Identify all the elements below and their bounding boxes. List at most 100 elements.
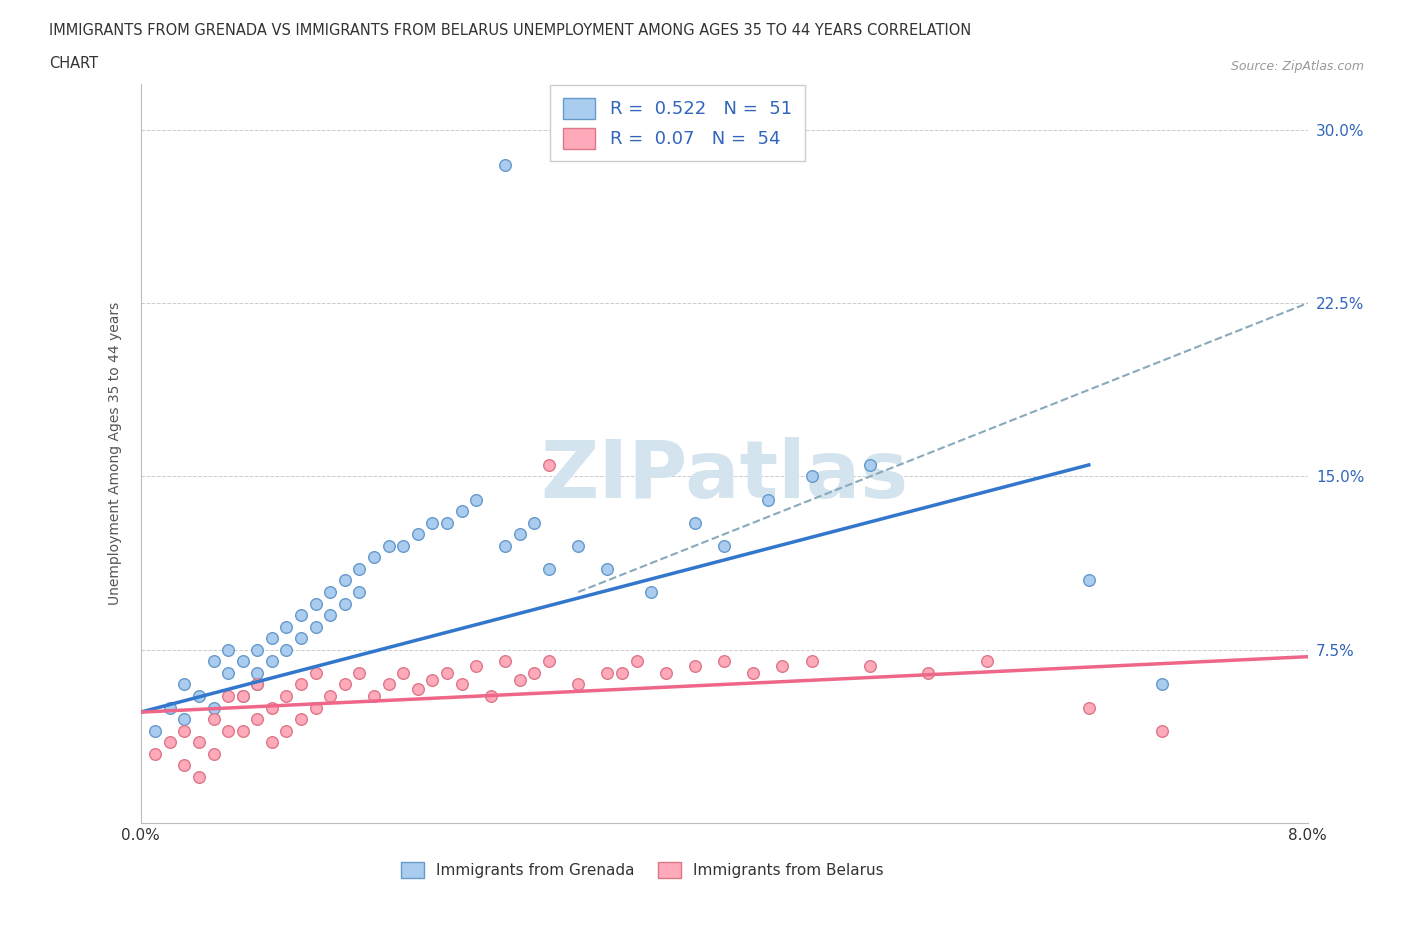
Point <box>917 666 939 681</box>
Point <box>188 769 211 784</box>
Point <box>465 492 488 507</box>
Point <box>640 585 662 600</box>
Point <box>713 654 735 669</box>
Point <box>202 746 225 761</box>
Point <box>349 666 371 681</box>
Point <box>159 700 181 715</box>
Point <box>333 596 356 611</box>
Point <box>538 654 561 669</box>
Point <box>246 677 269 692</box>
Point <box>392 666 415 681</box>
Point <box>276 724 298 738</box>
Point <box>246 677 269 692</box>
Point <box>217 688 239 703</box>
Point <box>976 654 998 669</box>
Y-axis label: Unemployment Among Ages 35 to 44 years: Unemployment Among Ages 35 to 44 years <box>108 301 122 605</box>
Point <box>377 538 399 553</box>
Point <box>494 538 516 553</box>
Text: ZIPatlas: ZIPatlas <box>540 436 908 514</box>
Point <box>260 654 283 669</box>
Point <box>276 643 298 658</box>
Point <box>538 562 561 577</box>
Point <box>349 562 371 577</box>
Point <box>610 666 633 681</box>
Point <box>319 688 342 703</box>
Point <box>232 654 254 669</box>
Point <box>333 677 356 692</box>
Point <box>290 607 312 622</box>
Point <box>159 735 181 750</box>
Point <box>713 538 735 553</box>
Point <box>290 631 312 645</box>
Point <box>260 735 283 750</box>
Text: CHART: CHART <box>49 56 98 71</box>
Point <box>173 677 195 692</box>
Point <box>1077 573 1099 588</box>
Point <box>143 724 166 738</box>
Point <box>494 157 516 172</box>
Point <box>333 573 356 588</box>
Point <box>392 538 415 553</box>
Point <box>188 735 211 750</box>
Point <box>173 711 195 726</box>
Point <box>349 585 371 600</box>
Point <box>1150 724 1173 738</box>
Point <box>232 724 254 738</box>
Point <box>1077 700 1099 715</box>
Point <box>173 758 195 773</box>
Point <box>319 585 342 600</box>
Point <box>305 666 328 681</box>
Point <box>217 643 239 658</box>
Point <box>772 658 794 673</box>
Point <box>260 700 283 715</box>
Point <box>217 666 239 681</box>
Point <box>377 677 399 692</box>
Point <box>290 711 312 726</box>
Point <box>436 515 458 530</box>
Point <box>1150 677 1173 692</box>
Point <box>479 688 502 703</box>
Point <box>450 677 472 692</box>
Point <box>523 666 546 681</box>
Point <box>305 619 328 634</box>
Point <box>202 700 225 715</box>
Point <box>596 562 619 577</box>
Point <box>436 666 458 681</box>
Point <box>494 654 516 669</box>
Point <box>509 526 531 541</box>
Point <box>188 688 211 703</box>
Point <box>422 515 444 530</box>
Point <box>450 504 472 519</box>
Point <box>305 700 328 715</box>
Point <box>276 688 298 703</box>
Point <box>800 654 823 669</box>
Point <box>319 607 342 622</box>
Point <box>363 688 385 703</box>
Point <box>232 688 254 703</box>
Point <box>246 711 269 726</box>
Point <box>422 672 444 687</box>
Point <box>538 458 561 472</box>
Point <box>800 469 823 484</box>
Point <box>232 688 254 703</box>
Point <box>509 672 531 687</box>
Point <box>859 458 882 472</box>
Text: Source: ZipAtlas.com: Source: ZipAtlas.com <box>1230 60 1364 73</box>
Point <box>305 596 328 611</box>
Point <box>406 526 429 541</box>
Point <box>465 658 488 673</box>
Point <box>626 654 648 669</box>
Point <box>260 631 283 645</box>
Point <box>567 538 589 553</box>
Point <box>202 654 225 669</box>
Point <box>567 677 589 692</box>
Point <box>246 666 269 681</box>
Point <box>859 658 882 673</box>
Text: IMMIGRANTS FROM GRENADA VS IMMIGRANTS FROM BELARUS UNEMPLOYMENT AMONG AGES 35 TO: IMMIGRANTS FROM GRENADA VS IMMIGRANTS FR… <box>49 23 972 38</box>
Point <box>246 643 269 658</box>
Point <box>143 746 166 761</box>
Point <box>683 515 706 530</box>
Point <box>217 724 239 738</box>
Point <box>596 666 619 681</box>
Point <box>173 724 195 738</box>
